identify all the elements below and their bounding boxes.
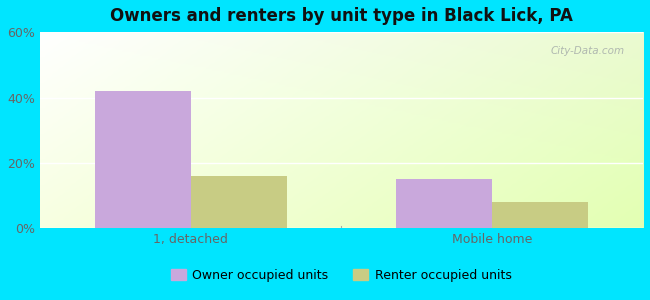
Bar	[492, 202, 588, 229]
Bar	[94, 91, 190, 229]
Text: City-Data.com: City-Data.com	[551, 46, 625, 56]
Bar	[190, 176, 287, 229]
Bar	[396, 179, 492, 229]
Legend: Owner occupied units, Renter occupied units: Owner occupied units, Renter occupied un…	[166, 264, 517, 287]
Title: Owners and renters by unit type in Black Lick, PA: Owners and renters by unit type in Black…	[110, 7, 573, 25]
